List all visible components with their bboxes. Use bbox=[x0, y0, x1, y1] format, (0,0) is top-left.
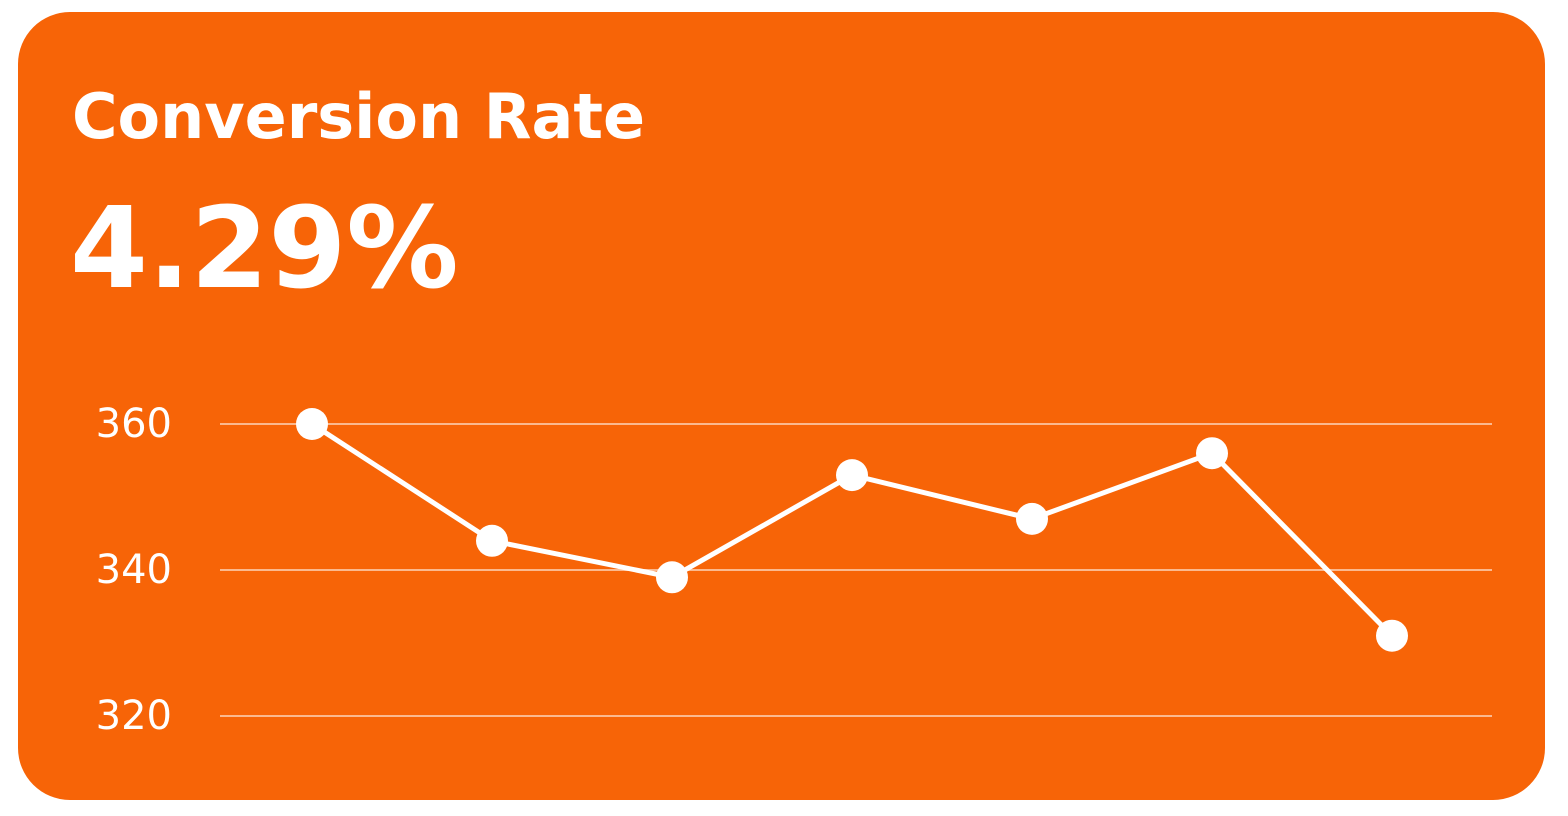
point bbox=[656, 561, 688, 594]
card bbox=[18, 12, 1545, 800]
point bbox=[1016, 502, 1048, 535]
kpi-value: 4.29% bbox=[70, 184, 459, 314]
y-tick-label: 320 bbox=[96, 693, 172, 739]
point bbox=[476, 524, 508, 557]
point bbox=[1196, 437, 1228, 470]
chart-title: Conversion Rate bbox=[72, 80, 645, 153]
point bbox=[1376, 619, 1408, 652]
point bbox=[836, 459, 868, 492]
y-tick-label: 360 bbox=[96, 401, 172, 447]
y-tick-label: 340 bbox=[96, 547, 172, 593]
point bbox=[296, 408, 328, 440]
